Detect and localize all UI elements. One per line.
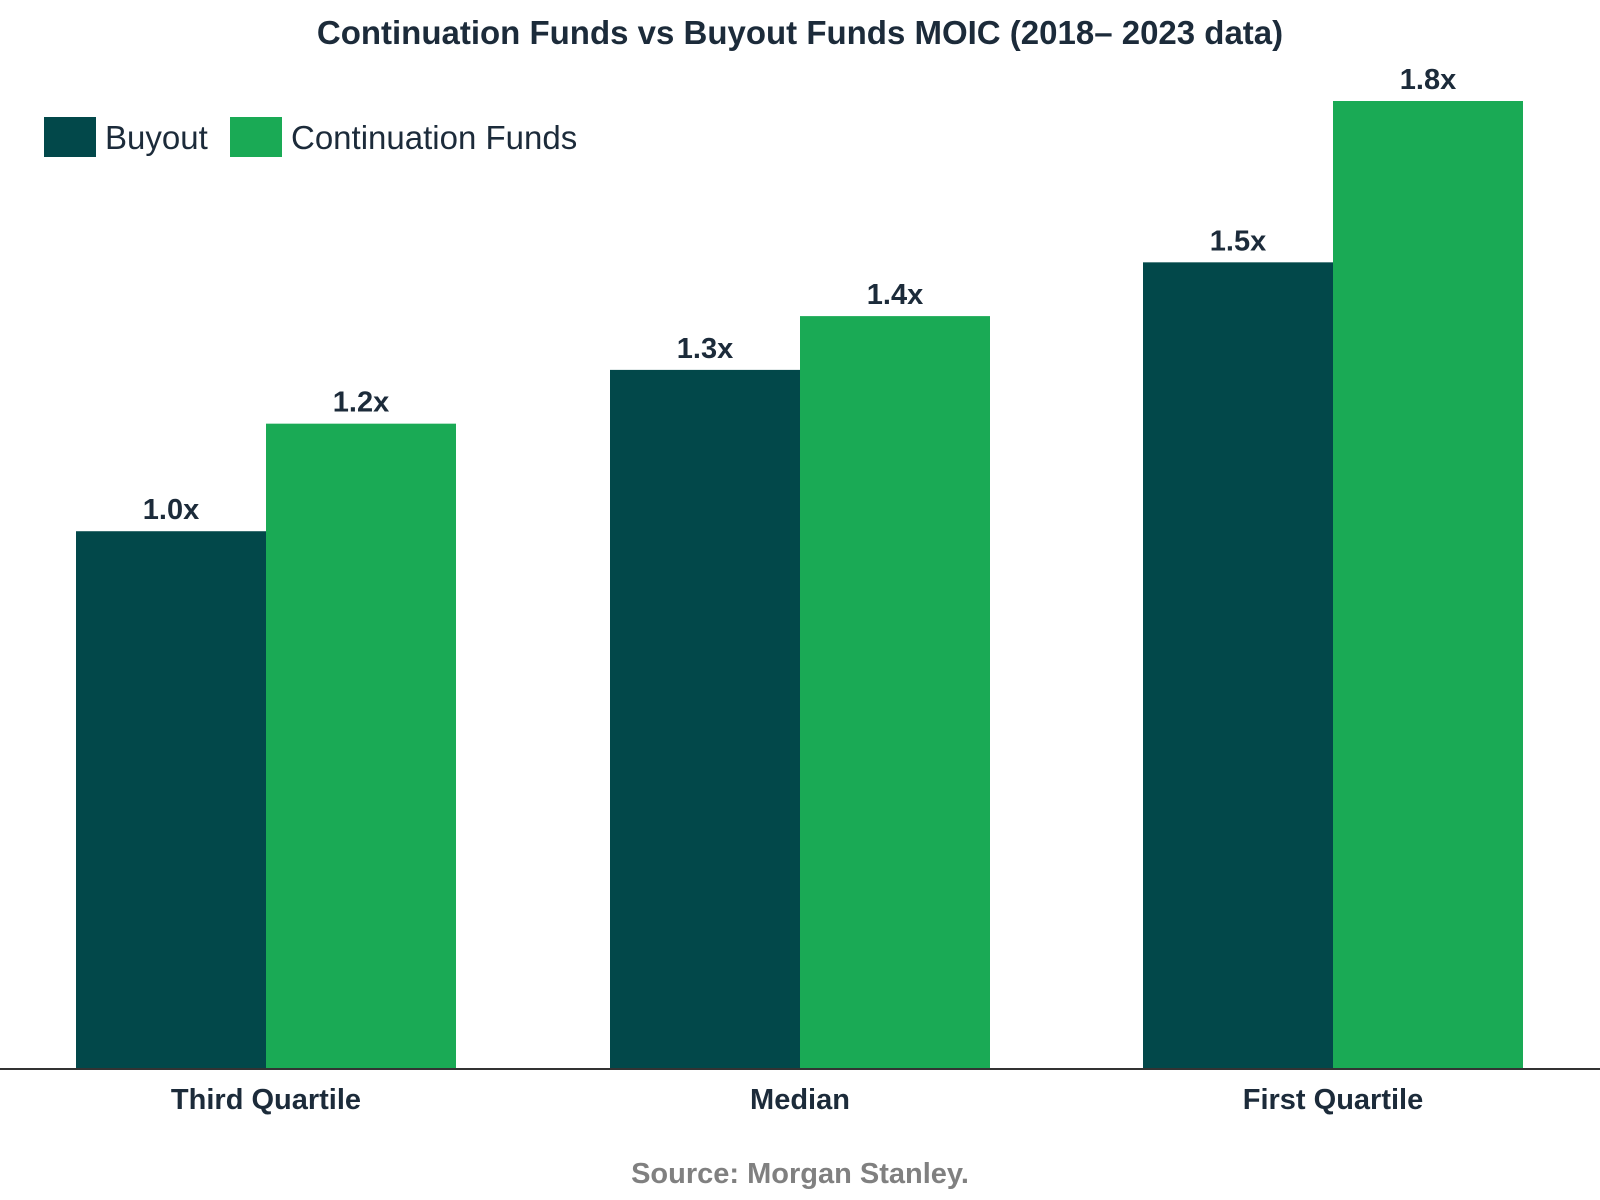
bar-continuation-funds-first-quartile [1333, 101, 1523, 1069]
legend: Buyout Continuation Funds [44, 117, 577, 157]
legend-label-buyout: Buyout [105, 119, 208, 156]
bar-continuation-funds-median [800, 316, 990, 1070]
data-label-continuation-funds-first-quartile: 1.8x [1400, 64, 1456, 96]
data-label-continuation-funds-median: 1.4x [867, 279, 923, 311]
legend-swatch-buyout [44, 117, 96, 157]
legend-swatch-continuation-funds [230, 117, 282, 157]
data-label-buyout-third-quartile: 1.0x [143, 494, 199, 526]
data-label-continuation-funds-third-quartile: 1.2x [333, 387, 389, 419]
bar-buyout-third-quartile [76, 531, 266, 1069]
source-note: Source: Morgan Stanley. [631, 1158, 969, 1190]
data-label-buyout-first-quartile: 1.5x [1210, 225, 1266, 257]
data-label-buyout-median: 1.3x [677, 333, 733, 365]
chart-title: Continuation Funds vs Buyout Funds MOIC … [317, 14, 1283, 51]
bar-buyout-first-quartile [1143, 262, 1333, 1069]
data-labels: 1.0x 1.2x 1.3x 1.4x 1.5x 1.8x [143, 64, 1456, 526]
bar-continuation-funds-third-quartile [266, 423, 456, 1070]
bars [76, 101, 1523, 1070]
x-tick-label-third-quartile: Third Quartile [171, 1084, 361, 1116]
bar-buyout-median [610, 369, 800, 1069]
legend-label-continuation-funds: Continuation Funds [291, 119, 577, 156]
x-tick-label-first-quartile: First Quartile [1243, 1084, 1424, 1116]
category-labels: Third Quartile Median First Quartile [171, 1084, 1423, 1116]
x-tick-label-median: Median [750, 1084, 850, 1116]
